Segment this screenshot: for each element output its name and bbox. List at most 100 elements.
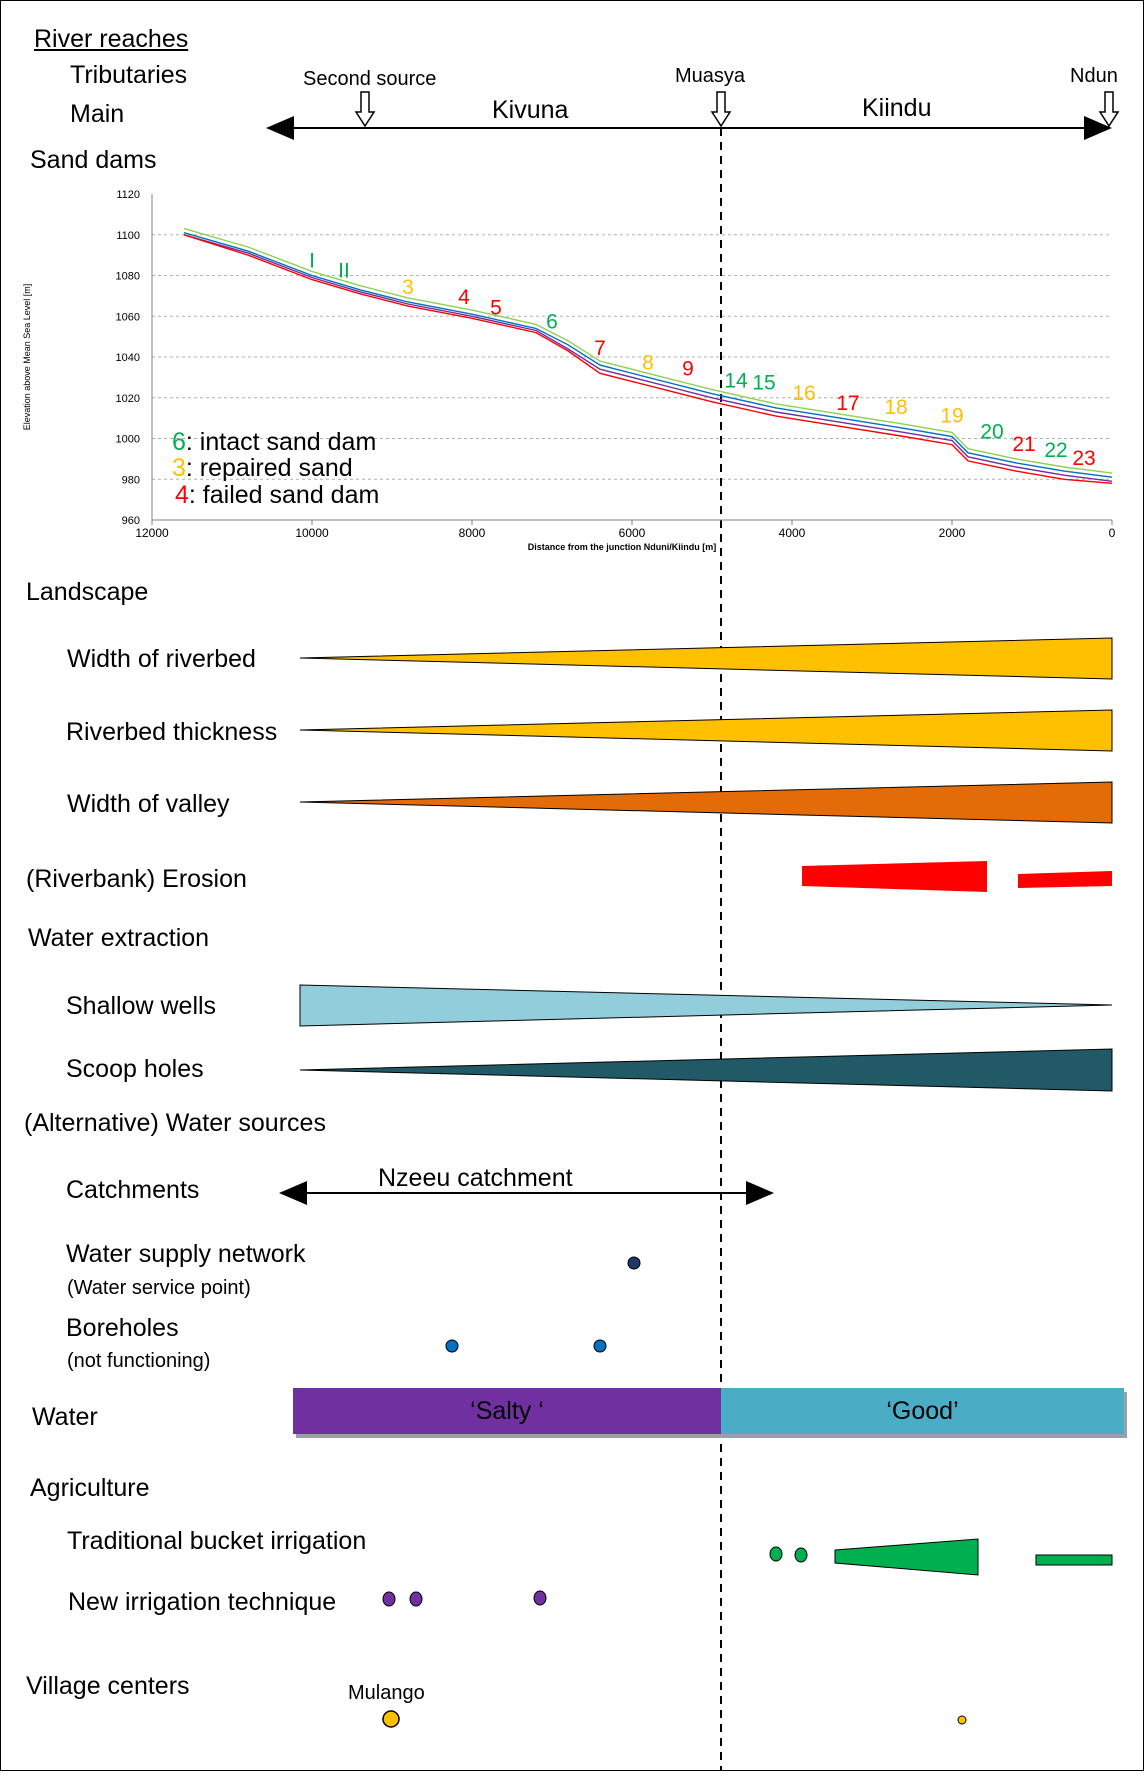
elevation-series-line-4 [183,234,1113,484]
y-tick-label: 1020 [116,393,140,405]
bucket-irrigation-dot [794,1547,808,1563]
kivuna-label: Kivuna [492,96,569,124]
erosion-bar-main [802,861,987,892]
sand-dam-label: 14 [724,370,748,393]
scoop-holes-wedge [299,1048,1113,1092]
sand-dam-label: 7 [594,337,606,360]
y-tick-label: 1000 [116,434,140,446]
y-tick-label: 980 [122,474,140,486]
valley-width-wedge [299,781,1113,824]
y-tick-label: 960 [122,515,140,527]
y-tick-label: 1120 [116,189,140,201]
water-salty-bar: ‘Salty ‘ [293,1388,721,1434]
new-irrigation-label: New irrigation technique [68,1588,337,1616]
main-label: Main [70,100,125,128]
sand-dam-label: 23 [1072,447,1095,470]
water-supply-label: Water supply network [66,1240,306,1268]
borehole-dot [445,1339,459,1353]
scoop-holes-label: Scoop holes [66,1055,204,1083]
catchment-name-label: Nzeeu catchment [378,1164,573,1192]
sand-dam-label: 17 [836,392,859,415]
nduni-label: Ndun [1070,65,1118,87]
legend-failed-num: 4 [175,481,189,509]
x-tick-label: 2000 [939,526,966,540]
x-tick-label: 12000 [135,526,169,540]
y-tick-label: 1080 [116,271,140,283]
alternative-water-heading: (Alternative) Water sources [24,1109,326,1137]
sand-dam-label: 5 [490,296,502,319]
water-supply-sub-label: (Water service point) [67,1277,251,1299]
tributary-arrow-nduni [1098,91,1120,128]
x-tick-label: 8000 [459,526,486,540]
bucket-irrigation-dot [769,1546,783,1562]
y-tick-label: 1040 [116,352,140,364]
tributaries-label: Tributaries [70,61,188,89]
kiindu-label: Kiindu [862,94,932,122]
sand-dam-label: 4 [458,286,470,309]
shallow-wells-wedge [299,984,1113,1027]
water-quality-label: Water [32,1403,98,1431]
water-extraction-heading: Water extraction [28,924,210,952]
elevation-series-line-1 [183,227,1113,474]
sand-dam-label: 19 [940,404,963,427]
x-axis-label: Distance from the junction Nduni/Kiindu … [528,542,717,552]
width-riverbed-label: Width of riverbed [67,645,256,673]
shallow-wells-label: Shallow wells [66,992,217,1020]
erosion-bar-end [1018,871,1112,888]
boreholes-label: Boreholes [66,1314,179,1342]
sand-dam-label: 9 [682,357,694,380]
catchments-label: Catchments [66,1176,200,1204]
legend-failed: 4: failed sand dam [175,483,379,508]
village-mulango-label: Mulango [348,1682,425,1704]
muasya-label: Muasya [675,65,746,87]
tributary-arrow-second-source [354,91,376,128]
sand-dam-label: 15 [752,372,775,395]
riverbed-thickness-label: Riverbed thickness [66,718,278,746]
erosion-label: (Riverbank) Erosion [26,865,247,893]
sand-dams-heading: Sand dams [30,146,157,174]
bucket-irrigation-wedge [834,1538,979,1576]
y-tick-label: 1060 [116,311,140,323]
agriculture-heading: Agriculture [30,1474,150,1502]
legend-repaired-num: 3 [172,454,186,482]
legend-repaired: 3: repaired sand [172,456,353,481]
sand-dam-label: 6 [546,311,558,334]
riverbed-width-wedge [299,637,1113,680]
legend-failed-text: : failed sand dam [188,481,380,509]
x-tick-label: 0 [1109,526,1116,540]
y-axis-label: Elevation above Mean Sea Level [m] [22,284,32,431]
new-irrigation-dot [409,1591,423,1607]
new-irrigation-dot [382,1591,396,1607]
village-dot-small [957,1715,967,1725]
sand-dam-label: 3 [402,276,414,299]
village-centers-heading: Village centers [26,1672,190,1700]
water-good-bar: ‘Good’ [721,1388,1124,1434]
borehole-dot [593,1339,607,1353]
boreholes-sub-label: (not functioning) [67,1350,211,1372]
sand-dam-label: II [338,260,350,283]
sand-dam-label: 18 [884,396,907,419]
sand-dam-label: 21 [1012,433,1035,456]
x-tick-label: 6000 [619,526,646,540]
bucket-irrigation-bar [1035,1554,1113,1566]
water-salty-label: ‘Salty ‘ [470,1396,544,1425]
sand-dam-label: 22 [1044,439,1067,462]
water-service-point-dot [627,1256,641,1270]
x-tick-label: 10000 [295,526,329,540]
new-irrigation-dot [533,1590,547,1606]
second-source-label: Second source [303,68,437,90]
elevation-series-line-3 [183,234,1113,482]
riverbed-thickness-wedge [299,709,1113,752]
sand-dam-label: 16 [792,382,815,405]
legend-repaired-text: : repaired sand [185,454,353,482]
water-good-label: ‘Good’ [886,1396,959,1425]
river-reaches-heading: River reaches [34,25,189,53]
width-valley-label: Width of valley [67,790,230,818]
sand-dam-label: 8 [642,351,654,374]
legend-intact-text: : intact sand dam [185,428,377,456]
elevation-series-line-2 [183,232,1113,478]
bucket-irrigation-label: Traditional bucket irrigation [67,1527,367,1555]
